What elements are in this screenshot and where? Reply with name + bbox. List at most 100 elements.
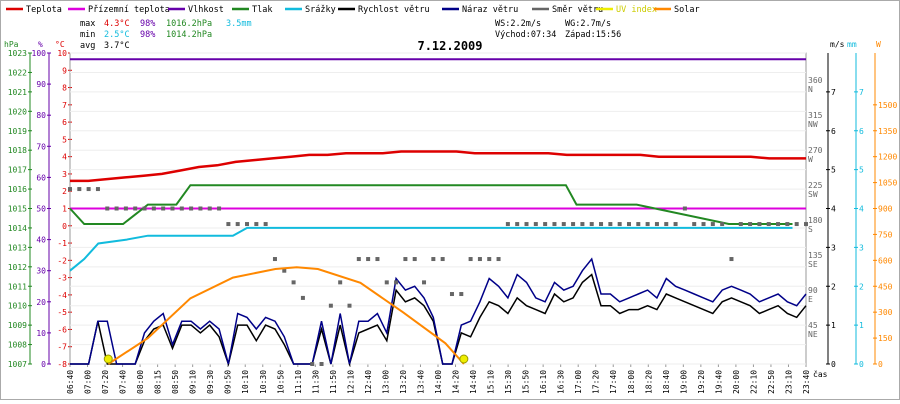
x-tick-label: 07:20 bbox=[101, 370, 110, 394]
plot-series bbox=[68, 58, 808, 367]
wind-direction-point bbox=[459, 292, 464, 297]
wind-direction-point bbox=[86, 187, 91, 192]
x-tick-label: 13:40 bbox=[416, 370, 425, 394]
wind-direction-point bbox=[487, 257, 492, 262]
axis-direction-value: 315 bbox=[808, 111, 823, 120]
wind-direction-point bbox=[347, 303, 352, 308]
axis-wind-tick-label: 7 bbox=[831, 88, 836, 97]
marker-sunrise bbox=[103, 354, 113, 364]
wind-direction-point bbox=[654, 222, 659, 227]
axis-wind-tick-label: 3 bbox=[831, 243, 836, 252]
stats-max-temp: 4.3°C bbox=[104, 19, 130, 29]
axis-humidity-tick-label: 100 bbox=[32, 49, 47, 58]
series-line-0 bbox=[70, 150, 806, 183]
x-tick-label: 08:50 bbox=[171, 370, 180, 394]
x-tick-label: 11:30 bbox=[311, 370, 320, 394]
wind-direction-point bbox=[626, 222, 631, 227]
axis-pressure-tick-label: 1016 bbox=[8, 185, 27, 194]
axis-temperature-tick-label: 8 bbox=[62, 84, 67, 93]
axis-pressure-tick-label: 1020 bbox=[8, 107, 27, 116]
axis-humidity-tick-label: 80 bbox=[36, 111, 46, 120]
wind-direction-point bbox=[748, 222, 753, 227]
axis-temperature-tick-label: 7 bbox=[62, 101, 67, 110]
wind-direction-point bbox=[515, 222, 520, 227]
series-line-4 bbox=[69, 226, 793, 272]
wind-direction-point bbox=[217, 206, 222, 211]
unit-time: čas bbox=[813, 369, 828, 379]
axis-humidity-tick-label: 30 bbox=[36, 267, 46, 276]
wind-direction-point bbox=[468, 257, 473, 262]
wind-direction-point bbox=[729, 257, 734, 262]
wind-direction-point bbox=[599, 222, 604, 227]
wind-direction-point bbox=[766, 222, 771, 227]
wind-direction-point bbox=[664, 222, 669, 227]
wind-direction-point bbox=[170, 206, 175, 211]
wind-direction-point bbox=[580, 222, 585, 227]
axis-pressure-tick-label: 1011 bbox=[8, 282, 27, 291]
stats-min-label: min bbox=[80, 30, 95, 40]
stats-avg-temp: 3.7°C bbox=[104, 41, 130, 51]
axis-direction-name: S bbox=[808, 225, 813, 234]
axis-temperature-tick-label: -3 bbox=[57, 274, 67, 283]
x-tick-label: 11:50 bbox=[329, 370, 338, 394]
axis-pressure-tick-label: 1014 bbox=[8, 224, 27, 233]
x-tick-label: 19:20 bbox=[697, 370, 706, 394]
wind-direction-point bbox=[673, 222, 678, 227]
axis-wind-tick-label: 2 bbox=[831, 282, 836, 291]
unit-degc: °C bbox=[55, 40, 65, 49]
wind-direction-point bbox=[114, 206, 119, 211]
axis-solar-tick-label: 1200 bbox=[878, 153, 897, 162]
wind-direction-point bbox=[571, 222, 576, 227]
wind-direction-point bbox=[198, 206, 203, 211]
stats-block: max 4.3°C 98% 1016.2hPa 3.5mm min 2.5°C … bbox=[80, 19, 621, 51]
axis-direction-value: 135 bbox=[808, 251, 823, 260]
axis-solar-tick-label: 450 bbox=[878, 282, 893, 291]
wind-direction-point bbox=[366, 257, 371, 262]
legend-label-3: Tlak bbox=[252, 5, 272, 15]
legend-label-5: Rychlost větru bbox=[358, 5, 430, 15]
axis-direction-name: N bbox=[808, 85, 813, 94]
wind-direction-point bbox=[189, 206, 194, 211]
axis-direction-name: NE bbox=[808, 330, 818, 339]
axis-rain-tick-label: 6 bbox=[859, 127, 864, 136]
wind-direction-point bbox=[235, 222, 240, 227]
axis-temperature-tick-label: 3 bbox=[62, 170, 67, 179]
unit-pct: % bbox=[38, 40, 43, 49]
axis-wind-tick-label: 4 bbox=[831, 205, 836, 214]
x-tick-label: 17:40 bbox=[609, 370, 618, 394]
stats-min-press: 1014.2hPa bbox=[166, 30, 212, 40]
axis-direction-name: SE bbox=[808, 260, 818, 269]
info-sunset: Západ:15:56 bbox=[565, 30, 621, 40]
wind-direction-point bbox=[282, 268, 287, 273]
wind-direction-point bbox=[589, 222, 594, 227]
wind-direction-point bbox=[720, 222, 725, 227]
x-tick-label: 14:00 bbox=[434, 370, 443, 394]
series-line-3 bbox=[69, 184, 793, 225]
x-tick-label: 17:00 bbox=[574, 370, 583, 394]
wind-direction-point bbox=[151, 206, 156, 211]
axis-temperature-tick-label: -6 bbox=[57, 325, 67, 334]
wind-direction-point bbox=[245, 222, 250, 227]
wind-direction-point bbox=[179, 206, 184, 211]
axis-temperature-tick-label: 6 bbox=[62, 118, 67, 127]
axis-rain-tick-label: 3 bbox=[859, 243, 864, 252]
axis-pressure-tick-label: 1022 bbox=[8, 68, 27, 77]
wind-direction-point bbox=[701, 222, 706, 227]
wind-direction-point bbox=[226, 222, 231, 227]
axis-temperature-tick-label: -1 bbox=[57, 239, 67, 248]
x-tick-label: 07:00 bbox=[84, 370, 93, 394]
wind-direction-point bbox=[636, 222, 641, 227]
wind-direction-point bbox=[449, 292, 454, 297]
wind-direction-point bbox=[505, 222, 510, 227]
x-tick-label: 12:40 bbox=[364, 370, 373, 394]
x-tick-label: 14:40 bbox=[469, 370, 478, 394]
axis-direction-name: NW bbox=[808, 120, 818, 129]
wind-direction-point bbox=[161, 206, 166, 211]
axis-humidity-tick-label: 90 bbox=[36, 80, 46, 89]
axis-pressure-tick-label: 1009 bbox=[8, 321, 27, 330]
legend-label-8: UV index bbox=[616, 5, 657, 15]
info-ws: WS:2.2m/s bbox=[495, 19, 541, 29]
axis-rain-tick-label: 5 bbox=[859, 166, 864, 175]
wind-direction-point bbox=[533, 222, 538, 227]
